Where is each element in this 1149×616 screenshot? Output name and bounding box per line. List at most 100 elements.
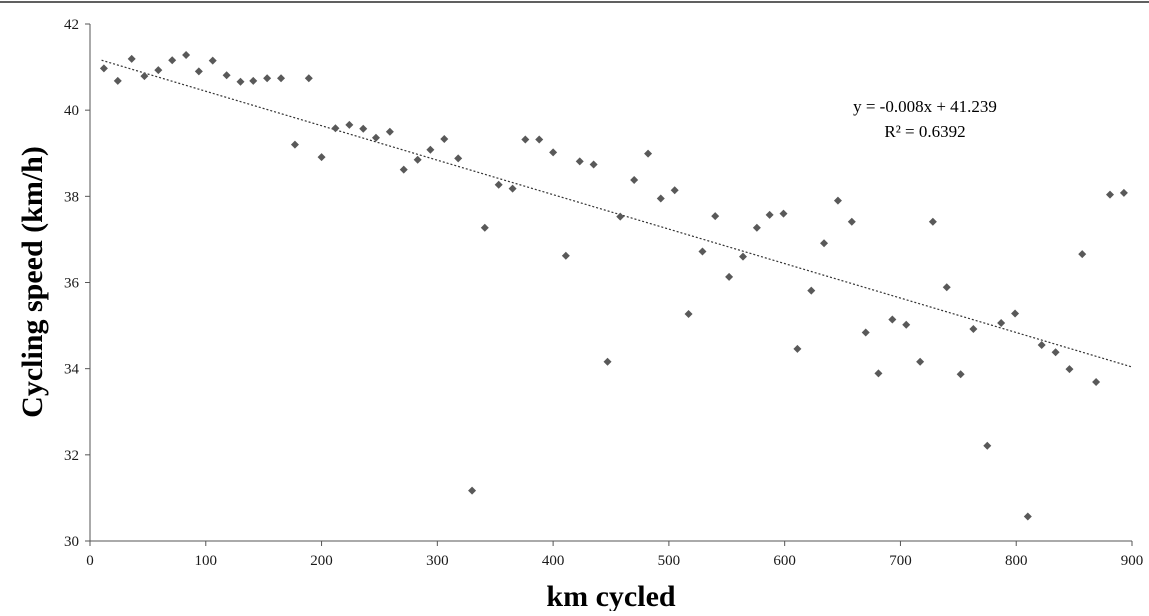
data-point	[916, 357, 925, 366]
data-point	[440, 135, 449, 144]
data-point	[928, 217, 937, 226]
data-point	[399, 165, 408, 174]
x-tick-label: 400	[542, 553, 565, 569]
data-point	[317, 153, 326, 162]
data-point	[698, 247, 707, 256]
data-point	[304, 74, 313, 83]
data-point	[738, 252, 747, 261]
data-point	[956, 370, 965, 379]
x-tick-label: 700	[889, 553, 912, 569]
data-point	[575, 157, 584, 166]
x-axis-title: km cycled	[546, 580, 675, 611]
data-point	[521, 135, 530, 144]
data-point	[670, 186, 679, 195]
data-point	[589, 160, 598, 169]
data-point	[222, 71, 231, 80]
data-point	[942, 283, 951, 292]
data-point	[1011, 309, 1020, 318]
data-point	[182, 51, 191, 60]
data-point	[1078, 250, 1087, 259]
data-point	[1023, 512, 1032, 521]
x-tick-label: 0	[86, 553, 94, 569]
data-point	[1051, 348, 1060, 357]
data-point	[426, 145, 435, 154]
data-point	[385, 127, 394, 136]
x-tick-label: 600	[773, 553, 796, 569]
data-point	[454, 154, 463, 163]
data-point	[725, 272, 734, 281]
data-point	[861, 328, 870, 337]
data-point	[535, 135, 544, 144]
data-point	[208, 56, 217, 65]
data-point	[969, 325, 978, 334]
data-point	[263, 74, 272, 83]
linear-trendline	[101, 59, 1133, 368]
data-point	[345, 120, 354, 129]
x-tick-label: 500	[658, 553, 681, 569]
data-point	[793, 344, 802, 353]
data-point	[236, 77, 245, 86]
data-point	[371, 133, 380, 142]
data-point	[359, 124, 368, 133]
data-point	[630, 175, 639, 184]
data-point	[331, 124, 340, 133]
data-point	[983, 441, 992, 450]
data-point	[194, 67, 203, 76]
data-point	[99, 64, 108, 73]
y-tick-label: 38	[64, 189, 79, 205]
data-point	[468, 486, 477, 495]
data-point	[413, 155, 422, 164]
y-tick-label: 42	[64, 17, 79, 33]
data-point	[779, 209, 788, 218]
data-point	[765, 210, 774, 219]
y-tick-label: 30	[64, 534, 79, 550]
trendline-r-squared: R² = 0.6392	[884, 122, 965, 141]
x-tick-label: 100	[195, 553, 218, 569]
y-axis-ticks: 30 32 34 36 38 40 42	[64, 17, 90, 550]
trendline-equation: y = -0.008x + 41.239	[853, 97, 997, 116]
data-point	[656, 194, 665, 203]
data-point	[807, 286, 816, 295]
data-point	[1065, 365, 1074, 374]
data-point	[508, 184, 517, 193]
data-point	[168, 56, 177, 65]
x-tick-label: 200	[310, 553, 333, 569]
data-point	[140, 72, 149, 81]
data-point	[833, 196, 842, 205]
y-tick-label: 34	[64, 362, 80, 378]
data-point	[549, 148, 558, 157]
data-point	[1119, 188, 1128, 197]
data-point	[902, 320, 911, 329]
data-point	[561, 251, 570, 260]
data-point	[290, 140, 299, 149]
data-point	[820, 239, 829, 248]
data-point	[847, 217, 856, 226]
y-tick-label: 36	[64, 276, 80, 292]
x-tick-label: 300	[426, 553, 449, 569]
data-point	[480, 223, 489, 232]
data-point	[1037, 340, 1046, 349]
data-point	[494, 180, 503, 189]
y-tick-label: 32	[64, 448, 79, 464]
data-point	[997, 318, 1006, 327]
data-point	[603, 357, 612, 366]
data-point	[127, 54, 136, 63]
data-point	[113, 76, 122, 85]
data-point	[874, 369, 883, 378]
data-point	[644, 149, 653, 158]
data-point	[888, 315, 897, 324]
data-point	[154, 66, 163, 75]
data-point	[684, 309, 693, 318]
data-point	[752, 223, 761, 232]
data-point	[616, 212, 625, 221]
data-point	[249, 76, 258, 85]
x-axis-ticks: 0 100 200 300 400 500 600 700 800 900	[86, 541, 1143, 569]
y-tick-label: 40	[64, 103, 79, 119]
y-axis-title: Cycling speed (km/h)	[16, 146, 49, 418]
data-point	[277, 74, 286, 83]
x-tick-label: 800	[1005, 553, 1028, 569]
data-point	[1092, 378, 1101, 387]
x-tick-label: 900	[1121, 553, 1144, 569]
